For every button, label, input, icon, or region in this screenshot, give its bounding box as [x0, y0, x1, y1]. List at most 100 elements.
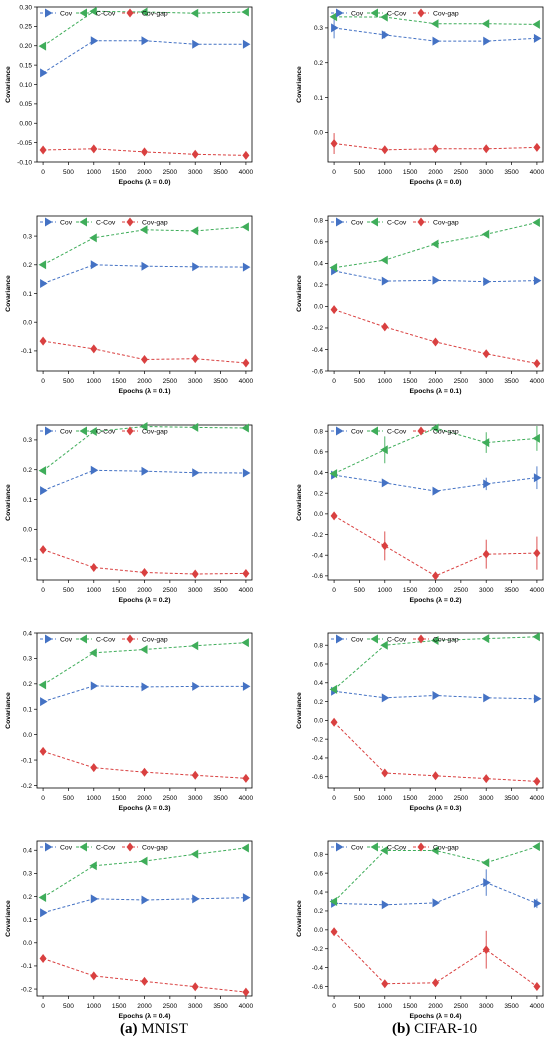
data-point-Cov-gap	[381, 145, 389, 155]
caption-b: (b) CIFAR-10	[392, 1021, 477, 1038]
y-tick-label: 0.3	[23, 437, 32, 444]
data-point-Cov	[483, 36, 491, 46]
legend-label: C-Cov	[96, 10, 116, 17]
data-point-C-Cov	[140, 225, 148, 235]
y-tick-label: -0.6	[312, 774, 324, 781]
y-tick-label: 0.20	[19, 43, 32, 50]
x-tick-label: 3000	[479, 795, 494, 802]
y-tick-label: 0.3	[23, 656, 32, 663]
data-point-C-Cov	[190, 226, 199, 236]
data-point-Cov-gap	[39, 145, 47, 155]
data-point-Cov	[432, 690, 440, 700]
x-tick-label: 500	[63, 1003, 74, 1010]
x-tick-label: 0	[332, 795, 336, 802]
y-tick-label: 0.4	[314, 470, 323, 477]
plot-frame	[327, 215, 544, 372]
data-point-Cov-gap	[432, 978, 439, 988]
x-tick-label: 1500	[403, 378, 418, 385]
data-point-Cov-gap	[330, 305, 338, 315]
y-tick-label: 0.3	[23, 233, 32, 240]
y-tick-label: 0.3	[23, 871, 32, 878]
x-tick-label: 0	[41, 169, 45, 176]
legend-label: C-Cov	[96, 844, 116, 851]
x-tick-label: 1000	[87, 795, 102, 802]
legend-marker	[79, 634, 87, 644]
y-tick-label: -0.10	[17, 159, 32, 166]
data-point-Cov-gap	[90, 971, 98, 981]
data-point-Cov-gap	[432, 144, 439, 154]
data-point-Cov	[331, 23, 339, 33]
legend-label: Cov	[351, 10, 364, 17]
x-tick-label: 2500	[454, 378, 469, 385]
y-axis-label: Covariance	[5, 66, 12, 103]
y-tick-label: -0.6	[312, 984, 324, 991]
y-tick-label: 0.4	[314, 261, 323, 268]
legend-label: Cov	[351, 219, 364, 226]
data-point-Cov-gap	[533, 358, 541, 368]
x-tick-label: 1000	[87, 587, 102, 594]
x-axis-label: Epochs (λ = 0.3)	[410, 804, 462, 812]
legend-label: Cov	[60, 219, 73, 226]
y-tick-label: 0.8	[314, 852, 323, 859]
y-tick-label: 0.05	[19, 101, 32, 108]
y-tick-label: 0.6	[314, 449, 323, 456]
chart-9: 0 500 1000 1500 2000 2500 3000 3500 4000 -0.6 -0.4…	[296, 840, 545, 1020]
data-point-Cov-gap	[381, 322, 389, 332]
data-point-C-Cov	[532, 842, 540, 852]
legend-label: Cov-gap	[142, 636, 168, 643]
data-point-Cov	[381, 693, 390, 703]
data-point-Cov-gap	[482, 349, 490, 359]
y-tick-label: -0.4	[312, 965, 324, 972]
x-tick-label: 1000	[378, 378, 393, 385]
data-point-Cov-gap	[432, 771, 439, 781]
data-point-C-Cov	[140, 856, 148, 866]
x-tick-label: 4000	[239, 587, 254, 594]
y-tick-label: 0.1	[23, 291, 32, 298]
legend-label: Cov-gap	[433, 428, 459, 435]
x-tick-label: 1000	[87, 378, 102, 385]
x-tick-label: 1500	[112, 587, 127, 594]
x-tick-label: 1000	[378, 795, 393, 802]
x-tick-label: 2500	[454, 1003, 469, 1010]
data-point-C-Cov	[380, 445, 388, 455]
x-axis-label: Epochs (λ = 0.3)	[119, 804, 171, 812]
x-tick-label: 0	[41, 795, 45, 802]
data-point-Cov	[381, 478, 390, 488]
legend-marker	[336, 8, 344, 18]
data-point-Cov-gap	[39, 336, 47, 346]
y-tick-label: 0.6	[314, 239, 323, 246]
y-tick-label: 0.6	[314, 870, 323, 877]
legend-label: Cov-gap	[433, 219, 459, 226]
data-point-Cov-gap	[90, 344, 98, 354]
legend-label: C-Cov	[387, 636, 407, 643]
caption-b-text: CIFAR-10	[414, 1021, 478, 1037]
data-point-Cov-gap	[330, 139, 338, 149]
x-tick-label: 3000	[188, 378, 203, 385]
legend-label: Cov-gap	[142, 10, 168, 17]
data-point-C-Cov	[190, 422, 199, 432]
data-point-C-Cov	[329, 263, 338, 273]
y-tick-label: 0.3	[314, 25, 323, 32]
data-point-Cov	[483, 878, 491, 888]
data-point-C-Cov	[241, 638, 249, 648]
data-point-Cov	[40, 697, 48, 707]
legend-label: Cov	[351, 636, 364, 643]
x-tick-label: 3000	[479, 1003, 494, 1010]
chart-8: 0 500 1000 1500 2000 2500 3000 3500 4000 -0.2 -0.1…	[5, 840, 254, 1020]
plot-frame	[327, 632, 544, 789]
x-tick-label: 3500	[504, 378, 519, 385]
data-point-Cov	[242, 39, 251, 49]
data-point-Cov	[533, 694, 542, 704]
data-point-Cov	[432, 36, 440, 46]
data-point-Cov	[40, 486, 48, 496]
data-point-Cov-gap	[90, 144, 98, 154]
data-point-Cov	[533, 898, 542, 908]
y-tick-label: 0.2	[23, 681, 32, 688]
data-point-Cov	[192, 468, 200, 478]
data-point-C-Cov	[481, 858, 490, 868]
legend-marker	[336, 217, 344, 227]
data-point-C-Cov	[38, 680, 47, 690]
data-point-C-Cov	[140, 421, 148, 431]
data-point-Cov-gap	[141, 568, 148, 578]
x-tick-label: 500	[354, 587, 365, 594]
